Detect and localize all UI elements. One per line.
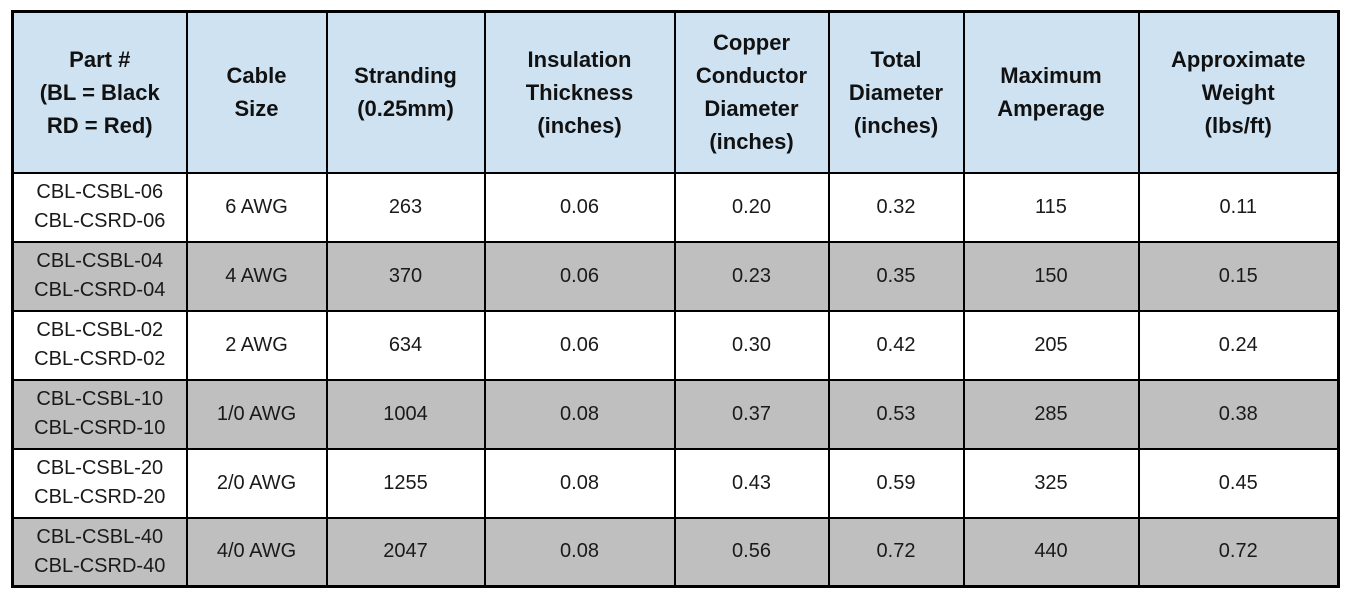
col-header-total-diameter: Total Diameter (inches) [827,10,965,174]
cell-cable-size: 2/0 AWG [185,447,328,519]
cell-copper-conductor-diameter: 0.23 [673,240,830,312]
table-row: CBL-CSBL-06 CBL-CSRD-06 6 AWG 263 0.06 0… [11,171,1340,243]
cell-insulation-thickness: 0.06 [483,240,676,312]
cell-approximate-weight: 0.45 [1137,447,1340,519]
cell-stranding: 1004 [325,378,486,450]
header-row: Part # (BL = Black RD = Red) Cable Size … [11,10,1340,174]
table-row: CBL-CSBL-10 CBL-CSRD-10 1/0 AWG 1004 0.0… [11,378,1340,450]
cell-insulation-thickness: 0.08 [483,378,676,450]
cell-total-diameter: 0.32 [827,171,965,243]
cell-total-diameter: 0.72 [827,516,965,588]
cable-spec-table: Part # (BL = Black RD = Red) Cable Size … [11,10,1340,588]
table-row: CBL-CSBL-20 CBL-CSRD-20 2/0 AWG 1255 0.0… [11,447,1340,519]
cell-approximate-weight: 0.72 [1137,516,1340,588]
cell-part-number: CBL-CSBL-40 CBL-CSRD-40 [11,516,188,588]
col-header-copper-conductor-diameter: Copper Conductor Diameter (inches) [673,10,830,174]
cell-copper-conductor-diameter: 0.20 [673,171,830,243]
cell-copper-conductor-diameter: 0.56 [673,516,830,588]
cell-maximum-amperage: 205 [962,309,1140,381]
col-header-maximum-amperage: Maximum Amperage [962,10,1140,174]
col-header-insulation-thickness: Insulation Thickness (inches) [483,10,676,174]
cell-cable-size: 6 AWG [185,171,328,243]
cell-approximate-weight: 0.24 [1137,309,1340,381]
table-row: CBL-CSBL-40 CBL-CSRD-40 4/0 AWG 2047 0.0… [11,516,1340,588]
cell-insulation-thickness: 0.08 [483,516,676,588]
cell-part-number: CBL-CSBL-20 CBL-CSRD-20 [11,447,188,519]
cell-total-diameter: 0.59 [827,447,965,519]
cell-cable-size: 1/0 AWG [185,378,328,450]
table-row: CBL-CSBL-02 CBL-CSRD-02 2 AWG 634 0.06 0… [11,309,1340,381]
cell-insulation-thickness: 0.08 [483,447,676,519]
cell-cable-size: 4/0 AWG [185,516,328,588]
col-header-stranding: Stranding (0.25mm) [325,10,486,174]
cell-cable-size: 4 AWG [185,240,328,312]
col-header-approximate-weight: Approximate Weight (lbs/ft) [1137,10,1340,174]
cell-cable-size: 2 AWG [185,309,328,381]
table-body: CBL-CSBL-06 CBL-CSRD-06 6 AWG 263 0.06 0… [11,171,1340,588]
col-header-cable-size: Cable Size [185,10,328,174]
cell-part-number: CBL-CSBL-02 CBL-CSRD-02 [11,309,188,381]
cell-stranding: 2047 [325,516,486,588]
cell-copper-conductor-diameter: 0.43 [673,447,830,519]
cell-stranding: 370 [325,240,486,312]
cell-stranding: 1255 [325,447,486,519]
cell-insulation-thickness: 0.06 [483,309,676,381]
cell-stranding: 263 [325,171,486,243]
cell-total-diameter: 0.35 [827,240,965,312]
cell-part-number: CBL-CSBL-04 CBL-CSRD-04 [11,240,188,312]
cell-copper-conductor-diameter: 0.30 [673,309,830,381]
cell-part-number: CBL-CSBL-10 CBL-CSRD-10 [11,378,188,450]
cell-maximum-amperage: 115 [962,171,1140,243]
cell-stranding: 634 [325,309,486,381]
cell-maximum-amperage: 285 [962,378,1140,450]
cell-maximum-amperage: 325 [962,447,1140,519]
col-header-part-number: Part # (BL = Black RD = Red) [11,10,188,174]
cell-maximum-amperage: 150 [962,240,1140,312]
cell-insulation-thickness: 0.06 [483,171,676,243]
table-header: Part # (BL = Black RD = Red) Cable Size … [11,10,1340,174]
cell-copper-conductor-diameter: 0.37 [673,378,830,450]
table-row: CBL-CSBL-04 CBL-CSRD-04 4 AWG 370 0.06 0… [11,240,1340,312]
cell-approximate-weight: 0.38 [1137,378,1340,450]
cell-approximate-weight: 0.11 [1137,171,1340,243]
cell-approximate-weight: 0.15 [1137,240,1340,312]
cell-total-diameter: 0.42 [827,309,965,381]
cell-total-diameter: 0.53 [827,378,965,450]
cell-maximum-amperage: 440 [962,516,1140,588]
cell-part-number: CBL-CSBL-06 CBL-CSRD-06 [11,171,188,243]
